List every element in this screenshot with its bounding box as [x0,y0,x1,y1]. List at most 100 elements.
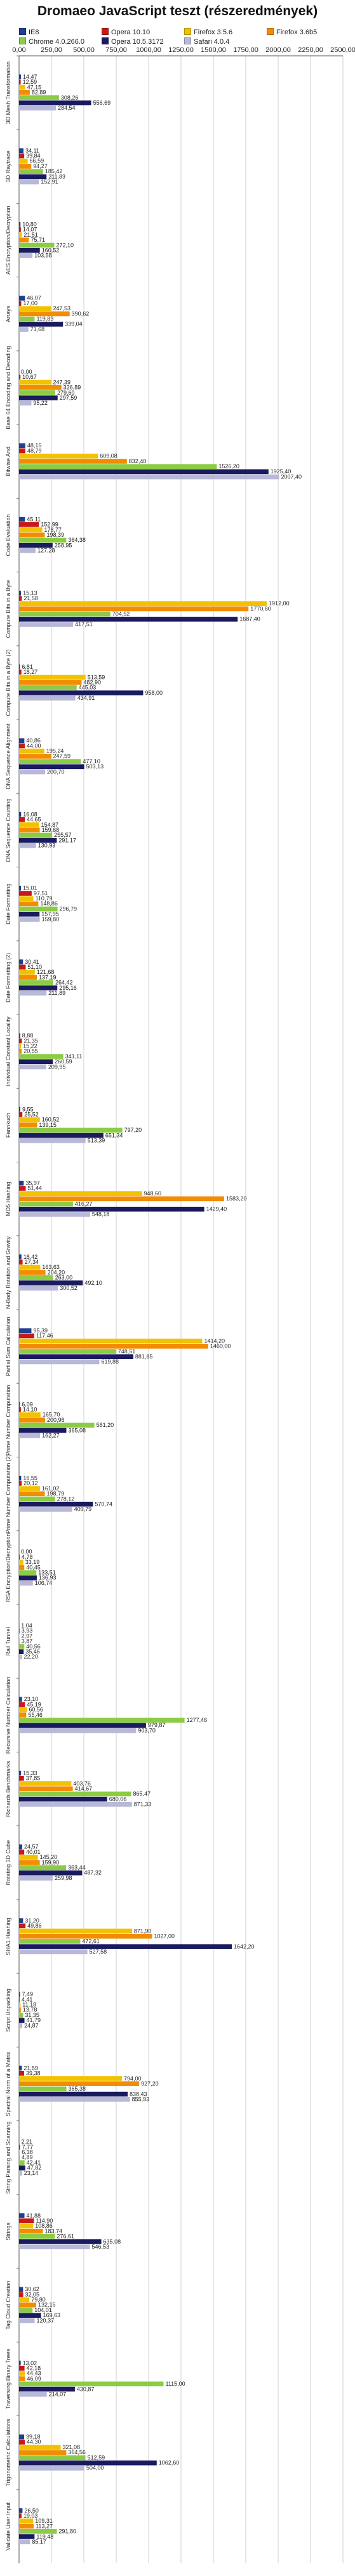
bar [19,743,25,749]
data-label: 881,85 [135,1353,153,1360]
bar [19,2381,164,2387]
bar [19,448,25,454]
bar [19,1496,55,1502]
bar [19,906,58,912]
data-label: 15,13 [23,590,37,596]
bar [19,548,36,553]
data-label: 214,07 [49,2391,67,2398]
data-label: 364,38 [68,537,86,543]
data-label: 40,56 [26,1643,41,1650]
data-label: 414,67 [75,1785,93,1792]
bar [19,617,238,622]
data-label: 161,02 [42,1485,60,1492]
bar [19,1560,23,1565]
data-label: 23,10 [24,1696,39,1702]
bar [19,395,58,400]
data-label: 260,59 [55,1058,72,1065]
data-label: 0,00 [21,1549,32,1555]
bar [19,1328,32,1334]
legend-item: Chrome 4.0.266.0 [19,37,84,46]
bar [19,79,21,85]
bar [19,174,47,180]
bar [19,1575,37,1580]
bar [19,1059,53,1065]
bar [19,2365,25,2371]
bar [19,1423,95,1428]
bar [19,759,81,764]
bar [19,2244,90,2250]
bar [19,1580,33,1586]
data-label: 44,00 [27,742,41,749]
data-label: 838,43 [130,2091,147,2097]
bar [19,812,22,817]
bar [19,1638,20,1644]
category-label: RSA Encryption/Decryption [5,1534,11,1603]
legend-item: IE8 [19,28,39,36]
bar [19,2297,30,2303]
data-label: 291,17 [58,837,76,843]
bar [19,2023,23,2028]
category-label: SHA1 Hashing [5,1917,11,1955]
bar [19,2234,55,2239]
bar [19,379,51,385]
data-label: 1,04 [21,1622,32,1629]
data-label: 797,20 [124,1127,142,1133]
data-label: 20,12 [23,1480,38,1487]
bar [19,891,32,896]
data-label: 152,91 [41,178,58,185]
data-label: 40,01 [26,1849,41,1855]
data-label: 300,52 [60,1285,77,1291]
data-label: 284,54 [58,105,76,111]
bar [19,84,25,90]
data-label: 609,08 [100,453,117,459]
bar [19,1501,93,1507]
bar [19,611,111,617]
bar [19,1054,64,1059]
data-label: 110,79 [36,895,53,902]
category-label: Prime Number Computation [5,1385,11,1456]
bar [19,179,39,185]
bar [19,374,21,380]
bar [19,769,45,775]
data-label: 55,46 [28,1712,43,1718]
bar [19,1196,224,1202]
data-label: 21,59 [23,2065,38,2071]
bar [19,1127,123,1133]
legend-swatch [102,28,109,35]
bar [19,1133,104,1138]
bar [19,969,35,975]
bar [19,1049,22,1054]
bar [19,980,53,985]
data-label: 865,47 [133,1791,151,1797]
data-label: 364,56 [68,2449,86,2455]
data-label: 276,61 [57,2233,74,2240]
bar [19,2466,84,2471]
bar [19,322,64,327]
bar [19,2292,23,2297]
data-label: 247,53 [53,305,70,312]
x-tick-label: 1500,00 [201,46,226,54]
data-label: 927,20 [141,2080,159,2087]
data-label: 15,22 [23,1042,37,1049]
data-label: 49,86 [27,1922,42,1929]
data-label: 403,76 [73,1780,91,1787]
bar [19,296,25,301]
bar [19,2376,25,2381]
bar [19,2239,102,2244]
bar [19,1275,53,1280]
data-label: 23,14 [24,2170,39,2176]
data-label: 120,37 [37,2317,55,2323]
legend-swatch [184,28,191,35]
bar [19,1654,22,1660]
data-label: 32,05 [25,2291,40,2297]
data-label: 2007,40 [281,473,302,480]
category-label: Strings [5,2222,11,2240]
data-label: 548,18 [92,1211,110,1218]
data-label: 37,85 [26,1775,41,1782]
data-label: 1925,40 [271,468,291,475]
data-label: 247,59 [53,753,71,759]
data-label: 30,41 [25,959,39,965]
data-label: 39,84 [26,152,41,159]
data-label: 160,52 [42,1117,60,1123]
bar [19,1285,58,1291]
